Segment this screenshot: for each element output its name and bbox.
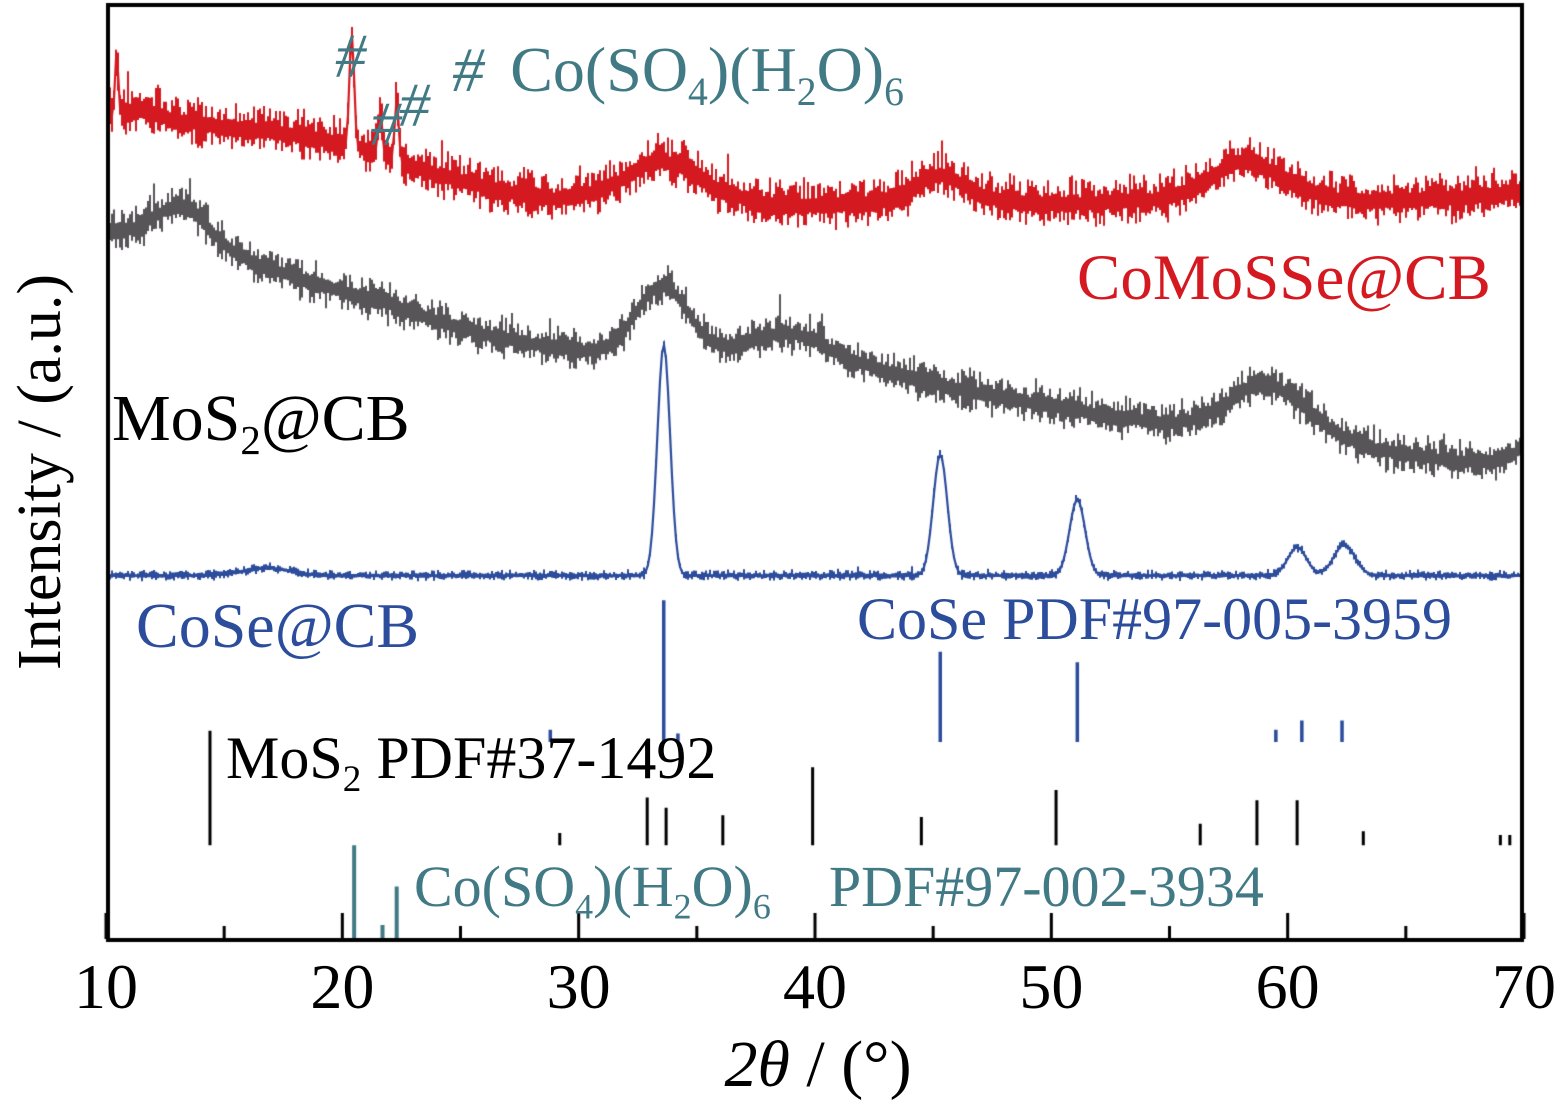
hash-legend-formula: Co(SO4)(H2O)6 <box>510 33 904 114</box>
y-axis-label: Intensity / (a.u.) <box>6 273 74 671</box>
x-tick-label: 70 <box>1492 951 1556 1022</box>
hash-peak-marker: # <box>398 72 430 141</box>
x-axis-label-theta: 2θ <box>724 1028 790 1101</box>
x-axis-label: 2θ / (°) <box>724 1032 911 1098</box>
hash-peak-marker: # <box>370 91 402 160</box>
pdf-label-cosulfate: Co(SO4)(H2O)6 PDF#97-002-3934 <box>414 858 1264 925</box>
pdf-label-cosulfate-formula: Co(SO4)(H2O)6 <box>414 854 771 927</box>
x-tick-label: 50 <box>1019 951 1084 1022</box>
hash-legend: # Co(SO4)(H2O)6 <box>452 37 904 111</box>
hash-icon: # <box>452 33 485 105</box>
x-tick-label: 60 <box>1255 951 1320 1022</box>
series-label-cose-cb: CoSe@CB <box>136 590 419 661</box>
x-tick-label: 10 <box>74 951 138 1022</box>
pdf-label-cose: CoSe PDF#97-005-3959 <box>857 586 1453 652</box>
x-tick-label: 20 <box>310 951 375 1022</box>
series-label-comosse-cb: CoMoSSe@CB <box>1077 242 1491 314</box>
x-tick-label: 40 <box>783 951 847 1022</box>
x-axis-label-unit: / (°) <box>789 1028 912 1101</box>
x-tick-label: 30 <box>546 951 611 1022</box>
pdf-label-cosulfate-number: PDF#97-002-3934 <box>828 854 1264 919</box>
pdf-label-mos2: MoS2 PDF#37-1492 <box>226 725 717 800</box>
series-label-mos2-cb: MoS2@CB <box>112 382 410 464</box>
hash-peak-marker: # <box>335 22 367 91</box>
